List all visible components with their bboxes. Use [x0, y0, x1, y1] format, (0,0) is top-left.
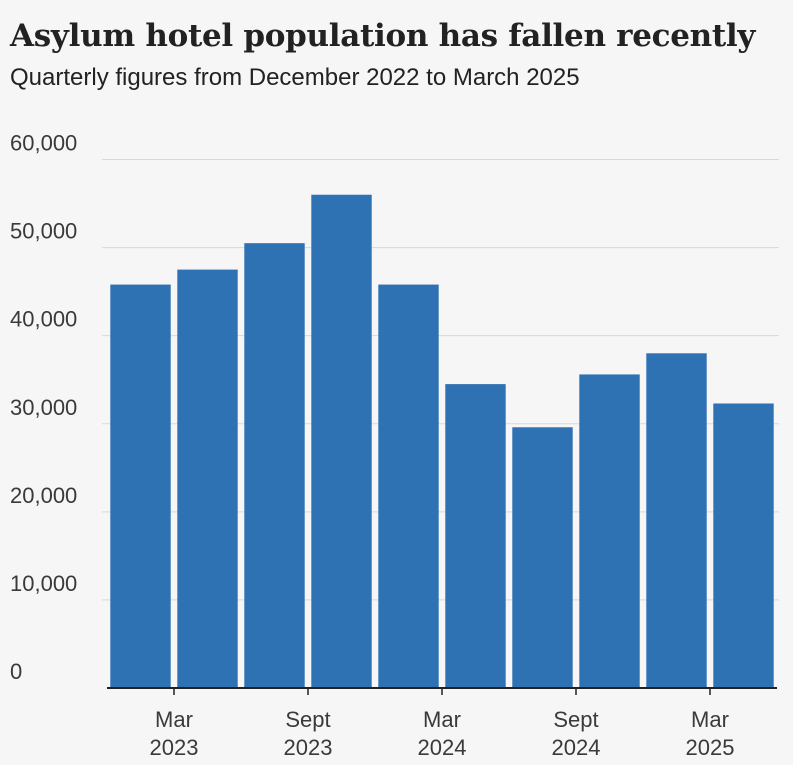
x-tick-label-year: 2024 [552, 735, 601, 760]
x-tick-label-year: 2025 [686, 735, 735, 760]
bar-mar-2025 [713, 403, 774, 688]
bar-dec-2024 [646, 353, 707, 688]
x-tick-label-month: Mar [691, 707, 729, 732]
x-tick-label-month: Sept [285, 707, 330, 732]
bar-mar-2024 [445, 384, 506, 688]
y-tick-label-0: 0 [10, 659, 22, 684]
x-tick-label-month: Mar [155, 707, 193, 732]
x-tick-label-year: 2023 [150, 735, 199, 760]
chart-subtitle: Quarterly figures from December 2022 to … [10, 64, 580, 91]
x-tick-label-year: 2023 [284, 735, 333, 760]
y-tick-label-30000: 30,000 [10, 395, 77, 420]
y-tick-label-60000: 60,000 [10, 131, 77, 156]
axes: 0 10,000 20,000 30,000 40,000 50,000 60,000 Mar… [10, 131, 777, 760]
y-tick-label-20000: 20,000 [10, 483, 77, 508]
y-tick-label-50000: 50,000 [10, 219, 77, 244]
y-tick-label-40000: 40,000 [10, 307, 77, 332]
bar-sept-2023 [311, 194, 372, 688]
bar-sept-2024 [579, 374, 640, 688]
chart-title: Asylum hotel population has fallen recen… [10, 18, 756, 54]
x-tick-label-month: Sept [553, 707, 598, 732]
bar-dec-2023 [378, 284, 439, 688]
y-tick-label-10000: 10,000 [10, 571, 77, 596]
bars [110, 194, 774, 688]
bar-mar-2023 [177, 269, 238, 688]
bar-dec-2022 [110, 284, 171, 688]
x-tick-label-month: Mar [423, 707, 461, 732]
bar-jun-2023 [244, 243, 305, 688]
bar-jun-2024 [512, 427, 573, 688]
x-tick-label-year: 2024 [418, 735, 467, 760]
